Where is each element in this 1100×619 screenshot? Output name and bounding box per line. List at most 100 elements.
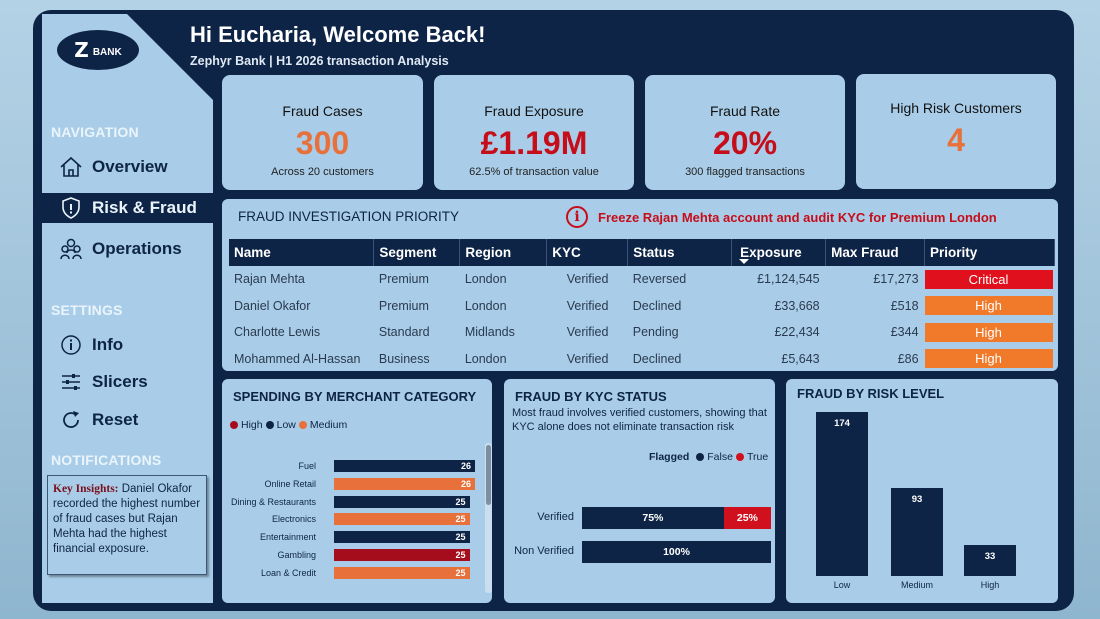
kpi-value: 300 (295, 125, 350, 161)
kpi-card-fraud-exposure: Fraud Exposure £1.19M 62.5% of transacti… (434, 75, 634, 190)
cell-priority: Critical (924, 266, 1055, 293)
priority-badge: Critical (924, 269, 1053, 289)
merchant-bar-row[interactable]: Gambling 25 (222, 549, 482, 561)
nav-item-operations[interactable]: Operations (42, 234, 213, 264)
kyc-status-panel: FRAUD BY KYC STATUS Most fraud involves … (504, 379, 775, 603)
merchant-bar-row[interactable]: Entertainment 25 (222, 531, 482, 544)
table-row[interactable]: Mohammed Al-Hassan Business London Verified… (229, 346, 1055, 373)
nav-item-risk-fraud[interactable]: Risk & Fraud (42, 193, 213, 223)
cell-segment: Standard (378, 325, 430, 340)
welcome-heading: Hi Eucharia, Welcome Back! (190, 22, 486, 47)
fraud-priority-panel: FRAUD INVESTIGATION PRIORITY i Freeze Ra… (222, 199, 1058, 371)
risk-bar[interactable]: 33 (964, 544, 1016, 576)
cell-name: Charlotte Lewis (234, 325, 321, 340)
kpi-subtext: 300 flagged transactions (685, 166, 805, 178)
insight-title: Key Insights: (53, 483, 119, 495)
settings-item-label: Reset (92, 410, 139, 429)
settings-item-reset[interactable]: Reset (42, 405, 213, 435)
nav-item-overview[interactable]: Overview (42, 152, 213, 182)
people-icon (58, 236, 84, 262)
merchant-bar[interactable]: 25 (334, 531, 470, 544)
merchant-bar-row[interactable]: Fuel 26 (222, 460, 482, 472)
legend-dot (265, 421, 274, 429)
kyc-bar-segment[interactable]: 25% (723, 507, 771, 529)
col-header-region[interactable]: Region (459, 239, 548, 266)
reset-icon (58, 407, 84, 433)
legend-title: Flagged (649, 451, 690, 463)
col-header-exposure[interactable]: Exposure (731, 239, 827, 266)
merchant-bar-row[interactable]: Online Retail 26 (222, 477, 482, 490)
merchant-bar-row[interactable]: Dining & Restaurants 25 (222, 495, 482, 508)
col-header-segment[interactable]: Segment (373, 239, 461, 266)
navigation-heading: NAVIGATION (51, 124, 139, 140)
legend-label: Medium (309, 419, 348, 431)
alert-text: Freeze Rajan Mehta account and audit KYC… (598, 209, 997, 225)
cell-max-fraud: £17,273 (873, 272, 919, 287)
panel-title: SPENDING BY MERCHANT CATEGORY (233, 389, 477, 404)
settings-heading: SETTINGS (51, 302, 123, 318)
table-row[interactable]: Daniel Okafor Premium London Verified Declin… (229, 293, 1055, 320)
cell-status: Reversed (632, 272, 687, 287)
cell-kyc: Verified (566, 351, 609, 366)
legend-dot (230, 421, 238, 429)
settings-item-info[interactable]: Info (42, 330, 213, 360)
cell-region: London (464, 351, 507, 366)
kyc-bar-segment[interactable]: 75% (582, 507, 724, 529)
legend-dot (696, 453, 705, 461)
merchant-bar-row[interactable]: Electronics 25 (222, 513, 482, 526)
col-header-name[interactable]: Name (229, 239, 375, 266)
merchant-bar[interactable]: 26 (334, 460, 475, 472)
cell-segment: Business (378, 351, 430, 366)
panel-title: FRAUD BY KYC STATUS (515, 389, 667, 404)
col-header-max-fraud[interactable]: Max Fraud (825, 239, 926, 266)
kpi-subtext: Across 20 customers (271, 166, 374, 178)
chart-scrollbar[interactable] (485, 443, 492, 593)
table-row[interactable]: Charlotte Lewis Standard Midlands Verified P… (229, 319, 1055, 346)
bank-logo[interactable]: Z BANK (57, 30, 139, 70)
col-header-status[interactable]: Status (627, 239, 733, 266)
merchant-bar[interactable]: 25 (334, 495, 470, 508)
shield-icon (58, 195, 84, 221)
report-subtitle: Zephyr Bank | H1 2026 transaction Analys… (190, 54, 449, 68)
priority-table: Name Segment Region KYC Status Exposure … (229, 239, 1055, 372)
kyc-bar-segment[interactable]: 100% (582, 541, 771, 563)
col-header-priority[interactable]: Priority (924, 239, 1055, 266)
merchant-bar-row[interactable]: Loan & Credit 25 (222, 566, 482, 579)
home-icon (58, 154, 84, 180)
merchant-bar[interactable]: 25 (334, 566, 470, 579)
sidebar: Z BANK NAVIGATION Overview Risk & Fraud … (42, 14, 213, 603)
nav-item-label: Overview (92, 157, 168, 176)
risk-bar[interactable]: 174 (816, 412, 868, 576)
cell-exposure: £22,434 (774, 325, 820, 340)
merchant-category-label: Gambling (277, 550, 316, 560)
alert-message: i Freeze Rajan Mehta account and audit K… (566, 206, 997, 228)
merchant-bar[interactable]: 26 (334, 477, 475, 490)
merchant-bar[interactable]: 25 (334, 549, 470, 561)
kpi-card-fraud-cases: Fraud Cases 300 Across 20 customers (222, 75, 423, 190)
cell-kyc: Verified (566, 272, 609, 287)
cell-max-fraud: £344 (890, 325, 919, 340)
legend-dot (298, 421, 307, 429)
risk-level-label: Low (833, 580, 851, 590)
panel-title: FRAUD BY RISK LEVEL (797, 386, 945, 401)
cell-exposure: £33,668 (774, 298, 820, 313)
merchant-category-label: Dining & Restaurants (230, 496, 316, 507)
cell-name: Daniel Okafor (234, 298, 311, 313)
merchant-category-panel: SPENDING BY MERCHANT CATEGORY High Low M… (222, 379, 492, 603)
risk-level-label: High (980, 580, 1000, 590)
table-row[interactable]: Rajan Mehta Premium London Verified Reversed… (229, 266, 1055, 293)
kyc-category-label: Non Verified (514, 545, 574, 557)
col-header-kyc[interactable]: KYC (546, 239, 629, 266)
priority-badge: High (924, 322, 1053, 342)
sliders-icon (58, 369, 84, 395)
kpi-card-high-risk-customers: High Risk Customers 4 (856, 74, 1056, 189)
col-header-label: Exposure (740, 245, 802, 260)
merchant-bar[interactable]: 25 (334, 513, 470, 526)
logo-panel: Z BANK (42, 14, 213, 100)
kpi-value: £1.19M (480, 125, 588, 161)
settings-item-slicers[interactable]: Slicers (42, 367, 213, 397)
legend-label: False (707, 451, 733, 463)
scrollbar-thumb[interactable] (486, 445, 491, 505)
cell-name: Mohammed Al-Hassan (234, 351, 361, 366)
risk-bar[interactable]: 93 (891, 488, 943, 576)
